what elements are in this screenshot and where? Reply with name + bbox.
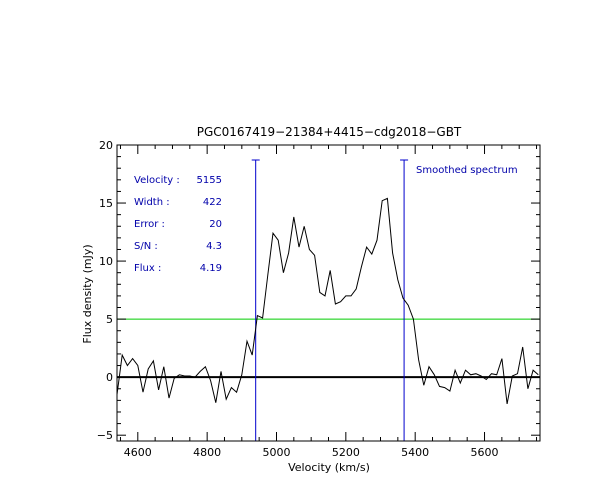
y-tick-label: 10 [99, 255, 113, 268]
x-tick-label: 5000 [262, 446, 290, 459]
x-tick-label: 5400 [401, 446, 429, 459]
spectrum-line [117, 197, 539, 404]
annotation-panel: Velocity : 5155 Width : 422 Error : 20 S/N : 4.… [134, 175, 222, 274]
annotation-value: 4.3 [206, 241, 222, 252]
y-tick-label: 5 [106, 313, 113, 326]
annotation-value: 20 [209, 219, 222, 230]
smoothed-spectrum-label: Smoothed spectrum [416, 165, 518, 176]
annotation-label: Width : [134, 197, 170, 208]
x-tick-label: 5200 [332, 446, 360, 459]
x-axis-label: Velocity (km/s) [288, 461, 370, 474]
x-tick-label: 4800 [193, 446, 221, 459]
x-tick-label: 4600 [124, 446, 152, 459]
annotation-label: Error : [134, 219, 165, 230]
annotation-value: 422 [203, 197, 222, 208]
plot-area: 4600 4800 5000 5200 5400 5600 −5 0 5 10 15 20 [97, 139, 541, 459]
chart-title: PGC0167419−21384+4415−cdg2018−GBT [197, 125, 462, 139]
y-tick-label: 15 [99, 197, 113, 210]
y-tick-label: −5 [97, 429, 113, 442]
annotation-label: S/N : [134, 241, 158, 252]
annotation-value: 5155 [197, 175, 222, 186]
annotation-value: 4.19 [200, 263, 222, 274]
annotation-label: Flux : [134, 263, 161, 274]
x-tick-label: 5600 [471, 446, 499, 459]
y-tick-label: 20 [99, 139, 113, 152]
plot-frame [116, 144, 541, 442]
y-tick-label: 0 [106, 371, 113, 384]
annotation-label: Velocity : [134, 175, 180, 186]
y-axis-label: Flux density (mJy) [81, 244, 94, 343]
